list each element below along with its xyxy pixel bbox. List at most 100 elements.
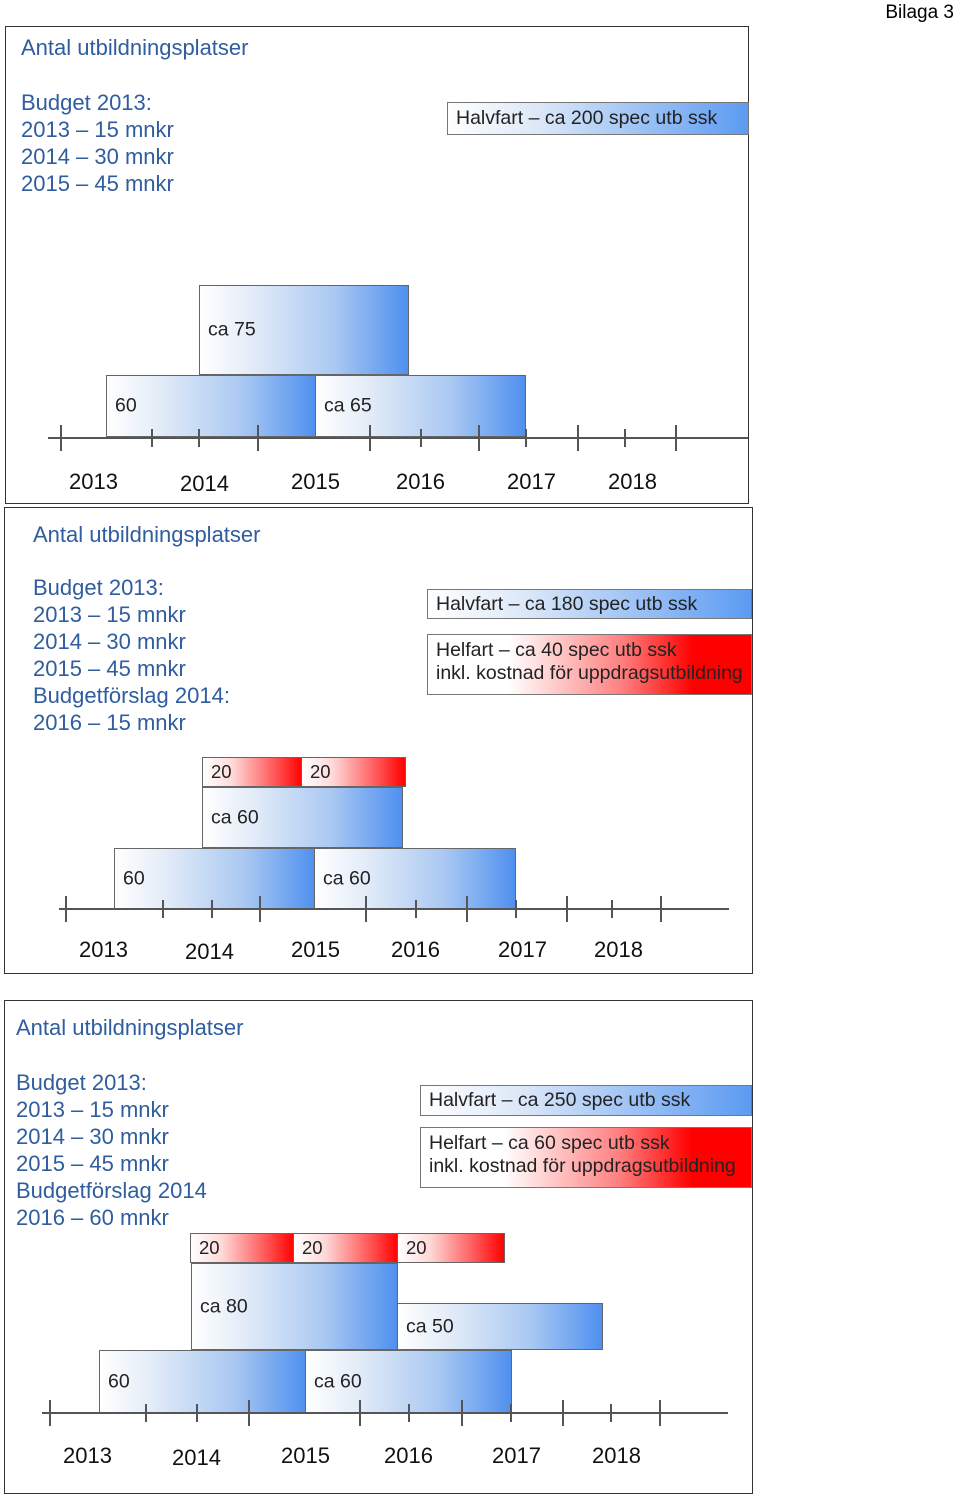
- bar-label: ca 75: [208, 318, 256, 341]
- bar: 20: [293, 1233, 399, 1263]
- bar-label: ca 60: [211, 806, 259, 828]
- axis-tick: [151, 429, 153, 447]
- axis-tick: [577, 425, 579, 451]
- bar: 60: [114, 848, 316, 909]
- axis-tick: [162, 900, 164, 918]
- axis-tick: [562, 1400, 564, 1426]
- axis-tick: [408, 1404, 410, 1422]
- legend-label: inkl. kostnad för uppdragsutbildning: [429, 1155, 736, 1177]
- year-label: 2016: [391, 937, 440, 962]
- bar-label: ca 65: [324, 394, 372, 417]
- page-label: Bilaga 3: [885, 2, 954, 23]
- budget-line: 2015 – 45 mnkr: [16, 1151, 169, 1176]
- axis-tick: [365, 896, 367, 922]
- bar-label: ca 60: [323, 867, 371, 889]
- bar-label: 60: [115, 394, 137, 417]
- year-label: 2017: [492, 1443, 541, 1468]
- bar-label: 60: [123, 867, 145, 889]
- bar: ca 60: [202, 787, 403, 848]
- axis-tick: [525, 429, 527, 447]
- budget-line: 2014 – 30 mnkr: [33, 629, 186, 654]
- bar-label: 20: [406, 1237, 427, 1258]
- bar: ca 60: [314, 848, 516, 909]
- axis-tick: [198, 429, 200, 447]
- year-label: 2015: [291, 937, 340, 962]
- diagram-panel-3: Antal utbildningsplatser Budget 2013: 20…: [4, 1000, 753, 1494]
- legend-helfart: Helfart – ca 60 spec utb ssk inkl. kostn…: [420, 1127, 752, 1188]
- bar: ca 50: [397, 1303, 603, 1350]
- axis-tick: [624, 429, 626, 447]
- year-label: 2017: [507, 469, 556, 494]
- year-label: 2016: [396, 469, 445, 494]
- year-label: 2017: [498, 937, 547, 962]
- budget-line: 2014 – 30 mnkr: [21, 144, 174, 169]
- budget-line: 2016 – 60 mnkr: [16, 1205, 169, 1230]
- axis-tick: [49, 1400, 51, 1426]
- budget-line: 2015 – 45 mnkr: [33, 656, 186, 681]
- axis-tick: [659, 1400, 661, 1426]
- diagram-panel-1: Antal utbildningsplatser Budget 2013: 20…: [5, 26, 749, 504]
- budget-text: Budget 2013: 2013 – 15 mnkr 2014 – 30 mn…: [21, 89, 174, 197]
- bar-label: 20: [199, 1237, 220, 1258]
- budget-line: 2014 – 30 mnkr: [16, 1124, 169, 1149]
- axis-tick: [369, 425, 371, 451]
- legend-label: inkl. kostnad för uppdragsutbildning: [436, 662, 743, 684]
- axis-tick: [466, 896, 468, 922]
- axis-tick: [211, 900, 213, 918]
- year-label: 2014: [185, 939, 234, 964]
- legend-label: Helfart – ca 40 spec utb ssk: [436, 639, 677, 661]
- axis-tick: [415, 900, 417, 918]
- budget-line: 2013 – 15 mnkr: [21, 117, 174, 142]
- year-label: 2013: [69, 469, 118, 494]
- bar: ca 65: [315, 375, 526, 437]
- year-label: 2018: [592, 1443, 641, 1468]
- year-label: 2015: [291, 469, 340, 494]
- legend-helfart: Helfart – ca 40 spec utb ssk inkl. kostn…: [427, 634, 752, 695]
- axis-tick: [420, 429, 422, 447]
- bar-label: 60: [108, 1370, 130, 1392]
- axis-tick: [359, 1400, 361, 1426]
- axis-tick: [610, 1404, 612, 1422]
- legend-label: Halvfart – ca 180 spec utb ssk: [436, 593, 698, 615]
- bar: 20: [397, 1233, 505, 1263]
- bar: ca 80: [191, 1263, 398, 1350]
- panel-title: Antal utbildningsplatser: [16, 1015, 244, 1040]
- bar: 20: [301, 757, 406, 787]
- year-label: 2018: [594, 937, 643, 962]
- year-label: 2015: [281, 1443, 330, 1468]
- time-axis: [48, 437, 748, 439]
- bar: 20: [202, 757, 303, 787]
- axis-tick: [660, 896, 662, 922]
- bar-label: ca 60: [314, 1370, 362, 1392]
- bar: 60: [99, 1350, 307, 1413]
- legend-halvfart: Halvfart – ca 180 spec utb ssk: [427, 589, 752, 619]
- bar-label: 20: [211, 761, 232, 782]
- axis-tick: [196, 1404, 198, 1422]
- budget-line: Budget 2013:: [21, 90, 152, 115]
- budget-line: 2016 – 15 mnkr: [33, 710, 186, 735]
- axis-tick: [675, 425, 677, 451]
- legend-label: Halvfart – ca 250 spec utb ssk: [429, 1089, 691, 1111]
- diagram-panel-2: Antal utbildningsplatser Budget 2013: 20…: [4, 507, 753, 974]
- axis-tick: [259, 896, 261, 922]
- axis-tick: [65, 896, 67, 922]
- bar: 20: [190, 1233, 295, 1263]
- axis-tick: [611, 900, 613, 918]
- bar-label: ca 80: [200, 1295, 248, 1317]
- year-label: 2016: [384, 1443, 433, 1468]
- axis-tick: [145, 1404, 147, 1422]
- panel-title: Antal utbildningsplatser: [21, 35, 249, 60]
- legend-halvfart: Halvfart – ca 250 spec utb ssk: [420, 1085, 752, 1116]
- budget-text: Budget 2013: 2013 – 15 mnkr 2014 – 30 mn…: [33, 574, 230, 736]
- budget-line: Budget 2013:: [33, 575, 164, 600]
- budget-line: 2013 – 15 mnkr: [16, 1097, 169, 1122]
- year-label: 2014: [172, 1445, 221, 1470]
- budget-text: Budget 2013: 2013 – 15 mnkr 2014 – 30 mn…: [16, 1069, 207, 1231]
- year-label: 2014: [180, 471, 229, 496]
- budget-line: 2013 – 15 mnkr: [33, 602, 186, 627]
- legend-label: Halvfart – ca 200 spec utb ssk: [456, 107, 718, 129]
- bar-label: ca 50: [406, 1315, 454, 1337]
- bar-label: 20: [302, 1237, 323, 1258]
- bar: 60: [106, 375, 317, 437]
- axis-tick: [248, 1400, 250, 1426]
